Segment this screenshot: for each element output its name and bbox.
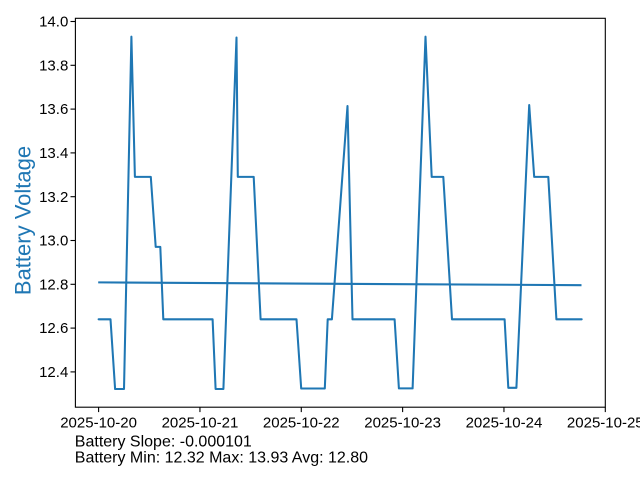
svg-text:2025-10-21: 2025-10-21 — [162, 415, 239, 432]
svg-text:2025-10-24: 2025-10-24 — [466, 415, 543, 432]
svg-text:14.0: 14.0 — [39, 14, 68, 31]
svg-text:2025-10-20: 2025-10-20 — [60, 415, 137, 432]
svg-text:13.8: 13.8 — [39, 57, 68, 74]
svg-text:Battery Slope: -0.000101: Battery Slope: -0.000101 — [75, 434, 252, 451]
svg-text:12.6: 12.6 — [39, 320, 68, 337]
svg-text:13.2: 13.2 — [39, 189, 68, 206]
svg-text:12.4: 12.4 — [39, 364, 68, 381]
svg-text:12.8: 12.8 — [39, 276, 68, 293]
svg-text:Battery Min: 12.32 Max: 13.93: Battery Min: 12.32 Max: 13.93 Avg: 12.80 — [75, 450, 368, 467]
svg-text:13.6: 13.6 — [39, 101, 68, 118]
svg-text:2025-10-23: 2025-10-23 — [364, 415, 441, 432]
svg-text:Battery Voltage: Battery Voltage — [11, 146, 36, 295]
svg-text:2025-10-22: 2025-10-22 — [263, 415, 340, 432]
svg-text:13.0: 13.0 — [39, 233, 68, 250]
svg-text:2025-10-25: 2025-10-25 — [567, 415, 640, 432]
svg-text:13.4: 13.4 — [39, 145, 68, 162]
